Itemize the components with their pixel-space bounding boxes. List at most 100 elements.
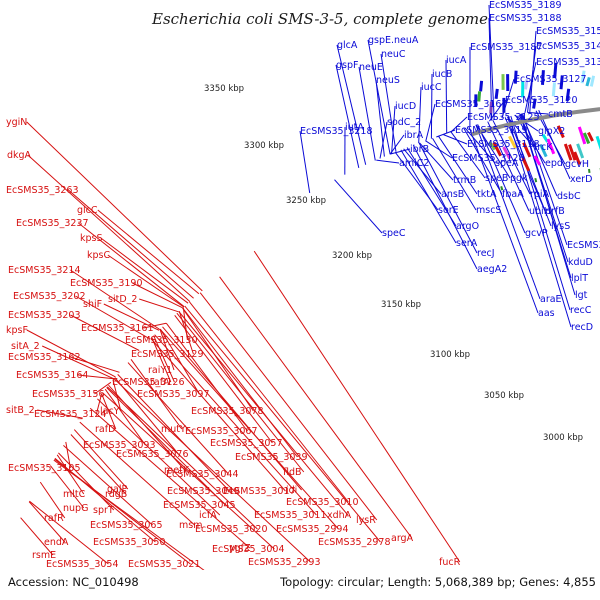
forward-gene-label: EcSMS35_3155 (536, 26, 600, 37)
reverse-gene-label: EcSMS35_3190 (70, 278, 143, 289)
reverse-connector (159, 328, 339, 530)
forward-connector (538, 109, 571, 180)
reverse-connector (113, 378, 311, 563)
forward-gene-label: speB (485, 173, 508, 184)
label-connector-lines (20, 4, 576, 588)
reverse-gene-label: EcSMS35_3039 (235, 452, 308, 463)
reverse-gene-label: glcC (77, 205, 98, 216)
reverse-connector (75, 295, 151, 340)
reverse-gene-label: EcSMS35_3021 (128, 559, 201, 570)
reverse-gene-label: mltC (63, 489, 86, 500)
reverse-connector (199, 292, 378, 521)
kbp-tick-label: 3000 kbp (543, 433, 583, 443)
forward-connector (400, 149, 457, 244)
forward-connector (507, 116, 572, 328)
forward-gene-label: EcSMS35_3188 (489, 13, 562, 24)
forward-connector (487, 121, 530, 212)
forward-gene-label: lysS (551, 221, 570, 232)
forward-connector (520, 113, 576, 296)
reverse-connector (94, 381, 112, 395)
reverse-connector (49, 465, 85, 509)
forward-feature (513, 70, 518, 84)
forward-gene-label: gcvH (565, 159, 589, 170)
kbp-tick-label: 3150 kbp (381, 300, 421, 310)
reverse-connector (20, 517, 54, 556)
forward-feature (585, 76, 591, 87)
forward-gene-label: EcSMS35_3119 (455, 125, 528, 136)
forward-gene-label: aas (538, 308, 555, 319)
forward-connector (445, 59, 448, 134)
reverse-connector (97, 209, 200, 295)
reverse-connector (97, 398, 221, 516)
reverse-gene-label: idi (286, 485, 297, 496)
reverse-feature (546, 138, 556, 155)
forward-gene-label: dsbC (557, 191, 581, 202)
reverse-connector (26, 329, 116, 378)
reverse-feature (577, 126, 587, 145)
forward-connector (367, 39, 391, 155)
reverse-gene-label: EcSMS35_3044 (166, 469, 239, 480)
reverse-gene-label: rafD (95, 424, 115, 435)
forward-gene-label: EcSMS35_3125 (467, 112, 540, 123)
reverse-feature (563, 143, 573, 161)
forward-gene-label: recD (571, 322, 593, 333)
forward-connector (522, 113, 568, 246)
forward-feature (541, 70, 545, 85)
reverse-connector (176, 312, 305, 473)
reverse-gene-label: rdgB (105, 489, 127, 500)
forward-feature (477, 91, 482, 102)
reverse-gene-label: EcSMS35_3129 (131, 349, 204, 360)
reverse-gene-label: EcSMS35_3054 (46, 559, 119, 570)
reverse-connector (178, 311, 349, 516)
reverse-connector (103, 303, 160, 331)
forward-gene-label: iucD (395, 101, 416, 112)
reverse-feature (492, 141, 502, 157)
reverse-gene-label: rafA (150, 377, 170, 388)
forward-connector (510, 115, 571, 311)
forward-connector (450, 131, 486, 179)
reverse-connector (37, 409, 83, 419)
forward-gene-label: gspE.neuA (368, 35, 419, 46)
reverse-feature (521, 157, 531, 172)
reverse-feature (576, 143, 585, 159)
reverse-gene-label: EcSMS35_3263 (6, 185, 79, 196)
reverse-connector (132, 282, 184, 309)
reverse-connector (154, 334, 317, 516)
reverse-gene-label: EcSMS35_3097 (137, 389, 210, 400)
forward-gene-label: sorE (438, 205, 459, 216)
forward-gene-label: epd (545, 158, 563, 169)
reverse-connector (184, 305, 381, 543)
reverse-connector (78, 374, 115, 380)
forward-gene-label: ibrA (404, 130, 424, 141)
reverse-connector (29, 500, 109, 565)
reverse-gene-label: EcSMS35_3076 (116, 449, 189, 460)
guide-mark (534, 177, 538, 183)
reverse-gene-label: mutY (161, 424, 186, 435)
forward-gene-label: mscS (476, 205, 501, 216)
reverse-gene-label: EcSMS35_3237 (16, 218, 89, 229)
forward-connector (477, 124, 526, 234)
forward-gene-label: frcK (534, 142, 553, 153)
reverse-connector (54, 458, 191, 565)
forward-gene-label: amiC2 (399, 158, 429, 169)
reverse-connector (182, 307, 298, 458)
reverse-gene-label: msm (179, 520, 202, 531)
forward-gene-label: EcSMS35_3218 (300, 126, 373, 137)
reverse-feature (502, 146, 512, 160)
forward-gene-label: iucA (446, 55, 467, 66)
forward-gene-label: EcSMS35_3141 (536, 41, 600, 52)
forward-connector (430, 73, 433, 139)
reverse-connector (219, 276, 413, 539)
reverse-gene-label: EcSMS35_2993 (248, 557, 321, 568)
reverse-gene-label: raiY1 (148, 365, 172, 376)
forward-connector (425, 103, 436, 141)
forward-connector (390, 148, 411, 155)
reverse-gene-label: kpsC (87, 250, 110, 261)
reverse-connector (127, 362, 229, 475)
forward-feature (479, 80, 484, 92)
forward-connector (463, 128, 503, 195)
reverse-connector (70, 269, 161, 330)
forward-gene-label: EcSMS35_3118 (467, 139, 540, 150)
reverse-connector (73, 429, 129, 490)
